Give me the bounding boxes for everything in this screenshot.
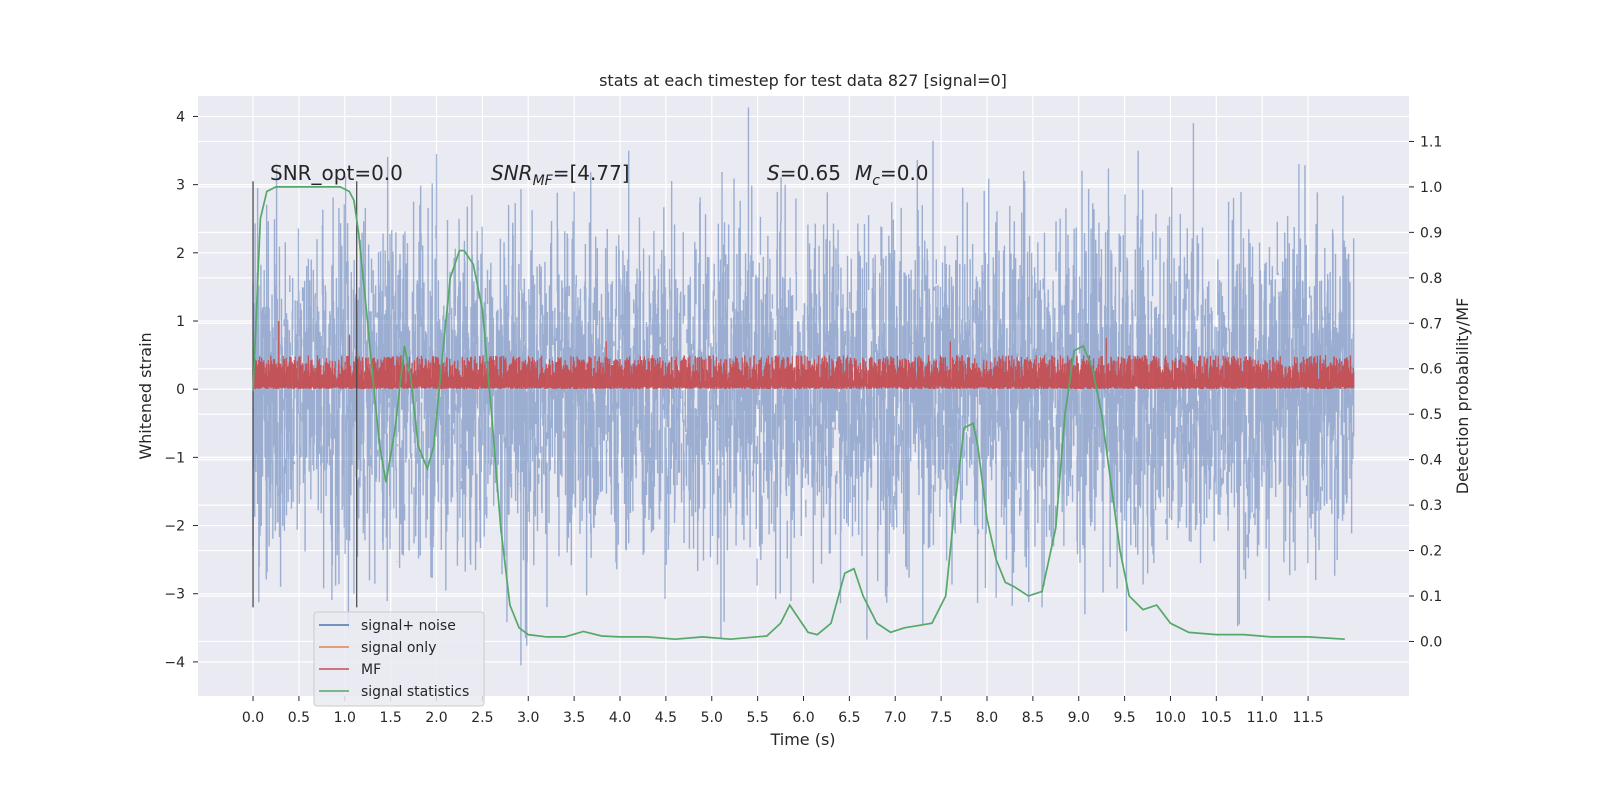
y-tick-label: −4: [164, 655, 185, 671]
annotation-snr-opt: SNR_opt=0.0: [270, 161, 403, 185]
x-tick-label: 6.0: [792, 710, 814, 726]
annotation-snr-mf-value: =[4.77]: [553, 161, 630, 185]
x-tick-label: 9.0: [1068, 710, 1090, 726]
x-tick-label: 4.5: [655, 710, 677, 726]
y2-tick-label: 0.2: [1420, 544, 1442, 560]
y-tick-label: −3: [164, 587, 185, 603]
y2-tick-label: 0.4: [1420, 453, 1442, 469]
annotation-mc-subscript: c: [872, 173, 880, 189]
y2-tick-label: 0.3: [1420, 498, 1442, 514]
x-tick-label: 6.5: [838, 710, 860, 726]
legend: signal+ noise signal only MF signal stat…: [313, 611, 485, 707]
x-tick-label: 1.0: [334, 710, 356, 726]
y2-tick-label: 0.9: [1420, 225, 1442, 241]
series-signal-statistics: [252, 186, 1345, 641]
y-tick-label: 1: [176, 314, 185, 330]
x-tick-label: 5.0: [701, 710, 723, 726]
y2-tick-label: 1.0: [1420, 180, 1442, 196]
x-axis-label: Time (s): [769, 730, 835, 749]
y2-tick-label: 0.5: [1420, 407, 1442, 423]
y-tick-label: 3: [176, 178, 185, 194]
annotation-snr-mf-symbol: SNR: [491, 161, 533, 185]
x-tick-label: 8.0: [976, 710, 998, 726]
x-tick-label: 10.5: [1201, 710, 1232, 726]
x-tick-label: 3.5: [563, 710, 585, 726]
annotation-mc-symbol: M: [855, 161, 872, 185]
annotation-s-value: =0.65: [780, 161, 841, 185]
y-axis-label: Whitened strain: [136, 332, 155, 459]
y-tick-label: −1: [164, 450, 185, 466]
x-tick-label: 4.0: [609, 710, 631, 726]
y2-tick-label: 0.7: [1420, 316, 1442, 332]
y2-tick-label: 0.6: [1420, 362, 1442, 378]
legend-label-signal-statistics: signal statistics: [361, 684, 469, 700]
x-tick-label: 2.5: [471, 710, 493, 726]
annotation-snr-mf-subscript: MF: [533, 173, 554, 189]
legend-frame: [313, 611, 485, 707]
x-tick-label: 1.5: [380, 710, 402, 726]
annotation-snr-mf: SNRMF=[4.77]: [491, 161, 630, 189]
x-tick-label: 0.5: [288, 710, 310, 726]
x-tick-label: 2.0: [425, 710, 447, 726]
x-tick-label: 11.0: [1247, 710, 1278, 726]
y-axis-ticks: 4 3 2 1 0 −1 −2 −3 −4: [164, 109, 198, 671]
x-tick-label: 0.0: [242, 710, 264, 726]
y-tick-label: −2: [164, 519, 185, 535]
legend-label-signal-noise: signal+ noise: [361, 618, 456, 634]
y-tick-label: 2: [176, 246, 185, 262]
y-tick-label: 4: [176, 109, 185, 125]
x-tick-label: 3.0: [517, 710, 539, 726]
annotation-s-mc: S=0.65 Mc=0.0: [767, 161, 929, 189]
x-tick-label: 7.0: [884, 710, 906, 726]
y2-axis-label: Detection probability/MF: [1453, 298, 1472, 495]
x-axis-ticks: 0.0 0.5 1.0 1.5 2.0 2.5 3.0 3.5 4.0 4.5 5.0 5.5 6.0 6…: [242, 696, 1324, 726]
legend-label-signal-only: signal only: [361, 640, 436, 656]
y2-tick-label: 1.1: [1420, 134, 1442, 150]
y-tick-label: 0: [176, 382, 185, 398]
y2-tick-label: 0.1: [1420, 589, 1442, 605]
x-tick-label: 10.0: [1155, 710, 1186, 726]
vertical-markers: [252, 181, 358, 608]
y2-tick-label: 0.0: [1420, 634, 1442, 650]
x-tick-label: 9.5: [1113, 710, 1135, 726]
chart-title: stats at each timestep for test data 827…: [599, 71, 1007, 90]
x-tick-label: 8.5: [1022, 710, 1044, 726]
y2-tick-label: 0.8: [1420, 271, 1442, 287]
legend-label-mf: MF: [361, 662, 381, 678]
x-tick-label: 11.5: [1292, 710, 1323, 726]
x-tick-label: 5.5: [746, 710, 768, 726]
annotation-mc-value: =0.0: [880, 161, 929, 185]
x-tick-label: 7.5: [930, 710, 952, 726]
annotation-s-symbol: S: [767, 161, 780, 185]
y2-axis-ticks: 1.1 1.0 0.9 0.8 0.7 0.6 0.5 0.4 0.3 0.2 0.1 0.0: [1409, 134, 1442, 650]
